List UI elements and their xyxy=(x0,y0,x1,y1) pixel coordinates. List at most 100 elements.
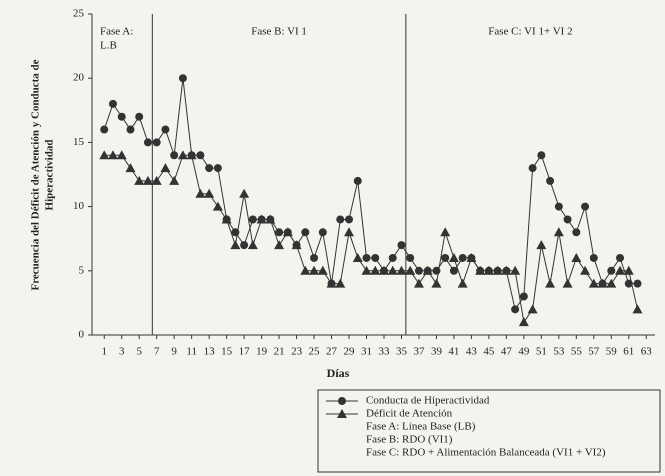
y-tick-label: 5 xyxy=(79,264,85,276)
phase-label: Fase B: VI 1 xyxy=(251,26,307,38)
data-point xyxy=(440,227,451,237)
data-point xyxy=(581,202,590,211)
y-tick-label: 0 xyxy=(79,329,85,341)
data-point xyxy=(177,150,188,160)
data-point xyxy=(195,188,206,198)
data-point xyxy=(483,265,494,275)
x-tick-label: 61 xyxy=(623,346,634,358)
data-point xyxy=(553,227,564,237)
data-point xyxy=(309,265,320,275)
data-point xyxy=(518,317,529,327)
x-tick-label: 43 xyxy=(466,346,478,358)
data-point xyxy=(239,188,250,198)
y-axis-title: Frecuencia del Déficit de Atención y Con… xyxy=(30,59,42,290)
data-point xyxy=(240,241,249,250)
data-point xyxy=(413,278,424,288)
legend-note: Fase B: RDO (VI1) xyxy=(366,434,453,446)
data-point xyxy=(170,151,179,160)
phase-label: Fase C: VI 1+ VI 2 xyxy=(488,26,572,38)
data-point xyxy=(370,265,381,275)
x-tick-label: 17 xyxy=(239,346,251,358)
data-point xyxy=(344,227,355,237)
data-point xyxy=(632,304,643,314)
data-point xyxy=(160,163,171,173)
data-point xyxy=(536,240,547,250)
data-point xyxy=(212,201,223,211)
data-point xyxy=(362,253,371,262)
data-point xyxy=(300,265,311,275)
data-point xyxy=(519,292,528,301)
x-tick-label: 15 xyxy=(221,346,233,358)
data-point xyxy=(572,228,581,237)
data-point xyxy=(378,265,389,275)
data-point xyxy=(345,215,354,224)
data-point xyxy=(361,265,372,275)
phase-label: L.B xyxy=(100,40,117,52)
data-point xyxy=(458,253,467,262)
data-point xyxy=(126,125,135,134)
data-point xyxy=(554,202,563,211)
legend-label: Déficit de Atención xyxy=(366,408,453,420)
x-tick-label: 49 xyxy=(518,346,530,358)
data-point xyxy=(256,214,267,224)
data-point xyxy=(633,279,642,288)
x-tick-label: 5 xyxy=(136,346,142,358)
data-point xyxy=(117,112,126,121)
data-point xyxy=(151,175,162,185)
data-point xyxy=(615,265,626,275)
data-point xyxy=(466,252,477,262)
data-point xyxy=(623,265,634,275)
data-point xyxy=(116,150,127,160)
data-point xyxy=(107,150,118,160)
x-tick-label: 11 xyxy=(186,346,197,358)
x-tick-label: 35 xyxy=(396,346,408,358)
data-point xyxy=(301,228,310,237)
x-tick-label: 47 xyxy=(501,346,513,358)
phase-label: Fase A: xyxy=(100,26,133,38)
x-axis-title: Días xyxy=(327,366,350,380)
data-point xyxy=(597,278,608,288)
data-point xyxy=(510,265,521,275)
data-point xyxy=(335,278,346,288)
y-tick-label: 25 xyxy=(73,8,85,20)
x-tick-label: 27 xyxy=(326,346,338,358)
data-point xyxy=(310,253,319,262)
y-tick-label: 20 xyxy=(73,72,85,84)
legend-note: Fase A: Línea Base (LB) xyxy=(366,421,476,433)
data-point xyxy=(371,253,380,262)
x-tick-label: 45 xyxy=(483,346,495,358)
data-point xyxy=(161,125,170,134)
data-point xyxy=(265,214,276,224)
data-point xyxy=(353,176,362,185)
data-point xyxy=(125,163,136,173)
x-tick-label: 59 xyxy=(606,346,618,358)
data-point xyxy=(457,278,468,288)
data-point xyxy=(169,175,180,185)
data-point xyxy=(275,228,284,237)
data-point xyxy=(336,215,345,224)
data-point xyxy=(405,265,416,275)
x-tick-label: 57 xyxy=(588,346,600,358)
y-tick-label: 15 xyxy=(73,136,85,148)
data-point xyxy=(422,265,433,275)
data-point xyxy=(317,265,328,275)
legend-label: Conducta de Hiperactividad xyxy=(366,395,490,407)
x-tick-label: 53 xyxy=(553,346,565,358)
data-point xyxy=(563,215,572,224)
data-point xyxy=(282,227,293,237)
legend-marker xyxy=(338,397,346,405)
x-tick-label: 37 xyxy=(413,346,425,358)
data-point xyxy=(607,266,616,275)
x-tick-label: 7 xyxy=(154,346,160,358)
data-point xyxy=(562,278,573,288)
data-point xyxy=(213,164,222,173)
data-point xyxy=(247,240,258,250)
data-point xyxy=(142,175,153,185)
legend-note: Fase C: RDO + Alimentación Balanceada (V… xyxy=(366,447,606,459)
data-point xyxy=(387,265,398,275)
legend-box xyxy=(317,389,661,473)
data-point xyxy=(186,150,197,160)
